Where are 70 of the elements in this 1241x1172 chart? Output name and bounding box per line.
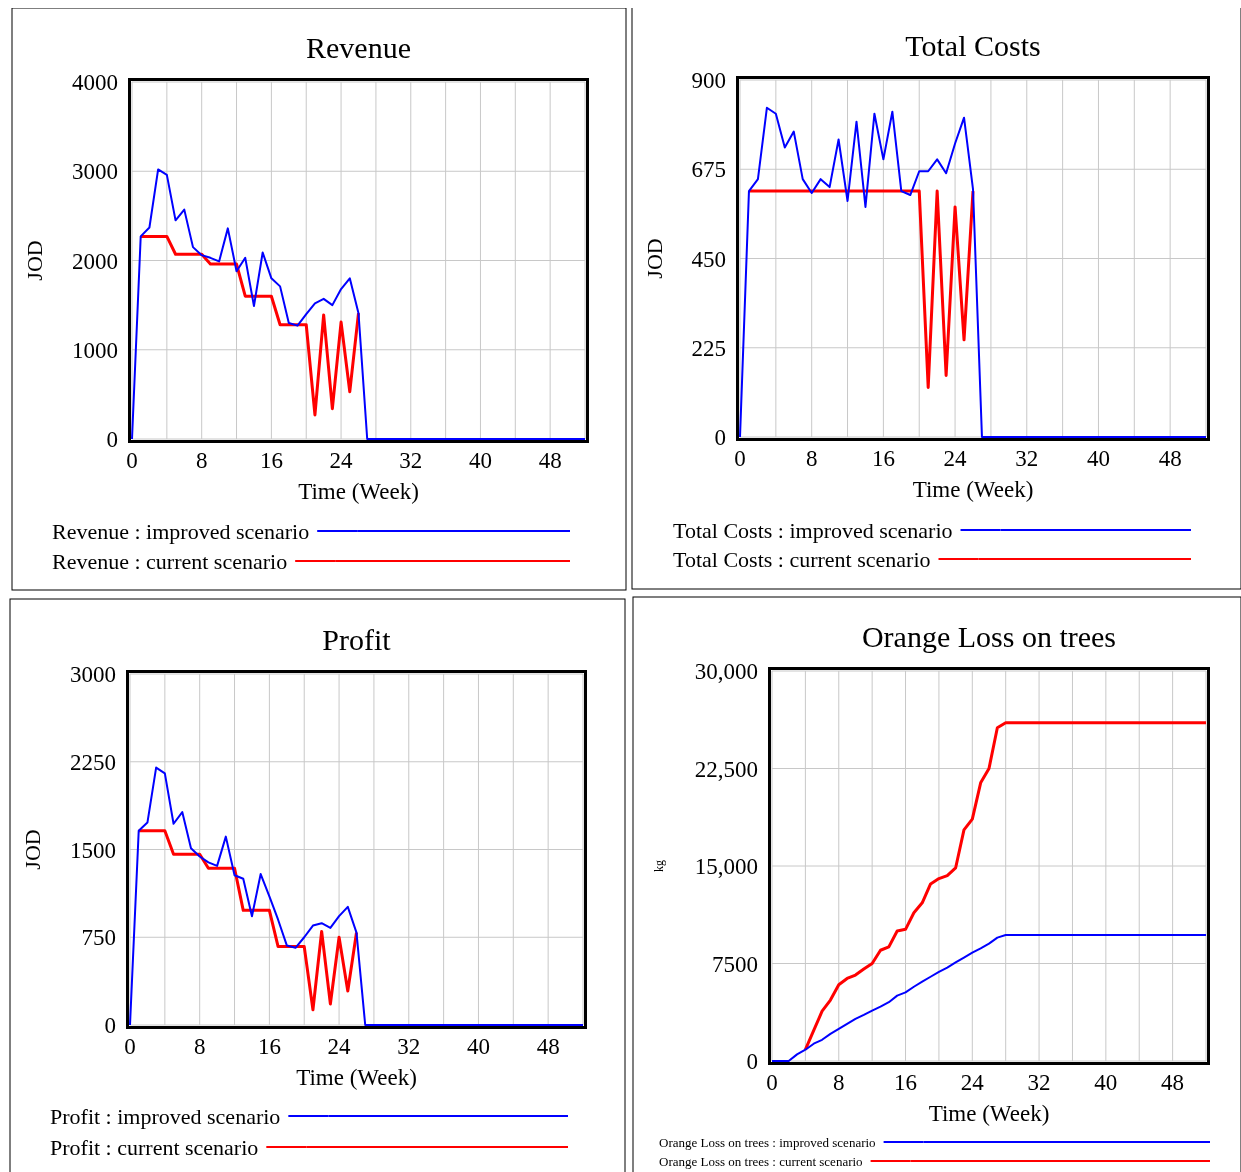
x-tick-label: 24 [329, 448, 354, 473]
x-tick-label: 24 [960, 1070, 985, 1095]
x-tick-label: 8 [833, 1070, 845, 1095]
y-tick-label: 0 [104, 1013, 116, 1039]
y-tick-label: 900 [691, 68, 726, 94]
x-tick-label: 8 [195, 448, 208, 473]
x-tick-label: 8 [193, 1034, 206, 1059]
chart-title: Total Costs [905, 29, 1041, 62]
legend-label: Orange Loss on trees : improved scenario [659, 1134, 876, 1150]
y-tick-label: 0 [106, 427, 118, 453]
legend-label: Profit : improved scenario [50, 1103, 281, 1129]
x-tick-label: 24 [943, 446, 968, 471]
x-tick-label: 40 [468, 448, 492, 473]
y-tick-label: 7500 [712, 951, 758, 977]
y-tick-label: 2000 [72, 248, 118, 274]
x-tick-label: 0 [766, 1070, 778, 1095]
x-axis-title: Time (Week) [298, 479, 419, 504]
y-axis-title: JOD [20, 829, 45, 870]
x-tick-label: 48 [538, 448, 562, 473]
legend-label: Orange Loss on trees : current scenario [659, 1153, 863, 1169]
legend-label: Revenue : improved scenario [52, 518, 310, 544]
y-tick-label: 750 [81, 925, 116, 951]
x-axis-title: Time (Week) [928, 1101, 1050, 1126]
x-axis-title: Time (Week) [912, 477, 1034, 502]
legend-label: Profit : current scenario [50, 1134, 259, 1160]
y-tick-label: 3000 [70, 662, 116, 688]
legend-label: Total Costs : improved scenario [673, 517, 953, 543]
line-series [139, 234, 360, 417]
x-tick-label: 16 [259, 448, 283, 473]
y-tick-label: 30,000 [694, 659, 758, 685]
x-tick-label: 48 [1161, 1070, 1185, 1095]
x-tick-label: 32 [399, 448, 423, 473]
y-tick-label: 1500 [70, 837, 116, 863]
chart-title: Profit [322, 623, 392, 656]
chart-title: Orange Loss on trees [861, 620, 1117, 653]
y-axis-title: kg [652, 860, 666, 872]
line-series [803, 721, 1208, 1052]
line-series [137, 829, 358, 1012]
y-tick-label: 3000 [72, 159, 118, 185]
x-tick-label: 40 [1094, 1070, 1118, 1095]
x-tick-label: 32 [1027, 1070, 1051, 1095]
y-axis-title: JOD [642, 238, 667, 279]
x-tick-label: 0 [126, 448, 138, 473]
x-tick-label: 24 [327, 1034, 352, 1059]
x-tick-label: 32 [1015, 446, 1039, 471]
x-tick-label: 48 [536, 1034, 560, 1059]
x-tick-label: 48 [1158, 446, 1182, 471]
x-axis-title: Time (Week) [296, 1065, 417, 1090]
y-tick-label: 225 [691, 335, 726, 361]
y-tick-label: 4000 [72, 70, 118, 96]
x-tick-label: 32 [397, 1034, 421, 1059]
y-tick-label: 1000 [72, 337, 118, 363]
x-tick-label: 40 [466, 1034, 490, 1059]
chart-title: Revenue [306, 31, 411, 64]
x-tick-label: 8 [805, 446, 818, 471]
x-tick-label: 40 [1086, 446, 1110, 471]
line-series [747, 189, 975, 389]
y-tick-label: 450 [691, 246, 726, 272]
y-tick-label: 2250 [70, 749, 116, 775]
y-tick-label: 0 [714, 425, 726, 451]
x-tick-label: 16 [257, 1034, 281, 1059]
x-tick-label: 0 [124, 1034, 136, 1059]
x-tick-label: 16 [894, 1070, 918, 1095]
y-axis-title: JOD [22, 240, 47, 281]
x-tick-label: 16 [871, 446, 895, 471]
legend-label: Total Costs : current scenario [673, 546, 931, 572]
y-tick-label: 675 [691, 157, 726, 183]
legend-label: Revenue : current scenario [52, 548, 288, 574]
y-tick-label: 22,500 [694, 756, 758, 782]
y-tick-label: 15,000 [694, 854, 758, 880]
